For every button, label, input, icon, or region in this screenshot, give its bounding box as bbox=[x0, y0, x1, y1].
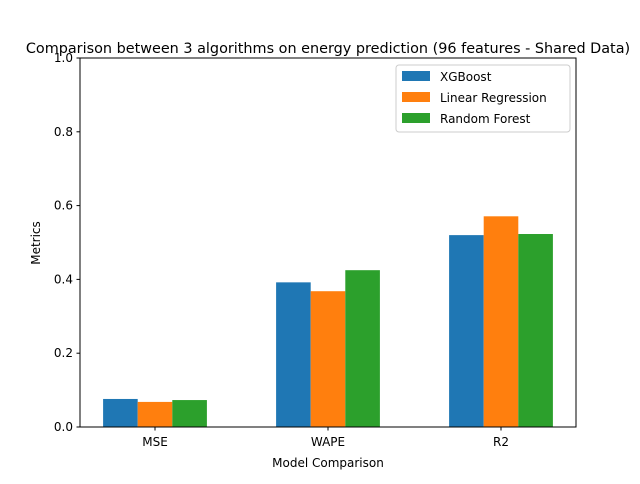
legend-swatch-xgboost bbox=[402, 71, 430, 81]
y-tick-label: 0.2 bbox=[54, 346, 73, 360]
y-tick-label: 0.8 bbox=[54, 125, 73, 139]
bar-linear-regression-wape bbox=[310, 291, 346, 427]
bar-linear-regression-mse bbox=[137, 401, 173, 427]
x-tick-label: WAPE bbox=[311, 435, 345, 449]
x-axis-label: Model Comparison bbox=[272, 456, 384, 470]
bar-xgboost-r2 bbox=[449, 235, 484, 427]
bar-xgboost-mse bbox=[103, 398, 138, 427]
bar-random-forest-wape bbox=[345, 270, 380, 427]
y-tick-label: 0.0 bbox=[54, 420, 73, 434]
bar-random-forest-r2 bbox=[518, 234, 553, 427]
legend-swatch-linear-regression bbox=[402, 92, 430, 102]
y-tick-label: 0.4 bbox=[54, 272, 73, 286]
legend-label: Random Forest bbox=[440, 112, 531, 126]
legend-label: XGBoost bbox=[440, 70, 492, 84]
legend-swatch-random-forest bbox=[402, 113, 430, 123]
legend: XGBoost Linear Regression Random Forest bbox=[395, 64, 571, 133]
legend-label: Linear Regression bbox=[440, 91, 547, 105]
x-tick-label: R2 bbox=[493, 435, 509, 449]
bar-random-forest-mse bbox=[172, 400, 207, 427]
legend-box bbox=[395, 64, 571, 133]
chart-title: Comparison between 3 algorithms on energ… bbox=[26, 41, 630, 57]
bar-xgboost-wape bbox=[276, 282, 311, 427]
ticks-layer: 0.0 0.2 0.4 0.6 0.8 1.0 MSE WAPE R2 bbox=[54, 51, 509, 449]
bar-linear-regression-r2 bbox=[483, 216, 519, 427]
y-tick-label: 1.0 bbox=[54, 51, 73, 65]
y-tick-label: 0.6 bbox=[54, 199, 73, 213]
y-axis-label: Metrics bbox=[29, 221, 43, 265]
x-tick-label: MSE bbox=[142, 435, 168, 449]
bars-layer bbox=[103, 216, 553, 427]
